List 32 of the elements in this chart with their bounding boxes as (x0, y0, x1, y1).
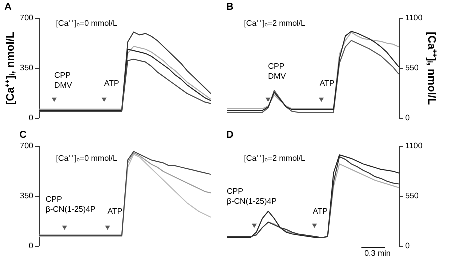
annotation: [Ca⁺⁺]ₒ=2 mmol/L (244, 154, 306, 163)
annotation: CPP β-CN(1-25)4P (46, 195, 96, 214)
annotation: ATP (320, 79, 335, 88)
chart-title: C (20, 130, 27, 141)
y-tick-label: 550 (406, 192, 420, 200)
text: 0.3 min (364, 249, 391, 258)
annotation: CPP β-CN(1-25)4P (227, 187, 277, 206)
annotation: ATP (313, 207, 328, 216)
chart-title: A (4, 2, 12, 13)
y-tick-label: 0 (406, 114, 410, 122)
y-axis-title: [Ca⁺⁺]ᵢ, nmol/L (5, 32, 18, 106)
y-tick-label: 700 (20, 142, 34, 150)
y-tick-label: 0 (29, 242, 34, 250)
annotation: CPP DMV (54, 71, 73, 90)
annotation: ATP (104, 79, 120, 88)
annotation: CPP DMV (268, 62, 287, 81)
y-tick-label: 700 (20, 14, 34, 22)
chart-title: B (226, 2, 234, 13)
y-tick-label: 350 (20, 192, 34, 200)
y-tick-label: 0 (406, 242, 410, 250)
y-tick-label: 1100 (406, 14, 424, 22)
annotation: [Ca⁺⁺]ₒ=0 mmol/L (56, 154, 118, 163)
y-tick-label: 0 (29, 114, 34, 122)
line-series (38, 58, 212, 112)
y-tick-label: 350 (20, 64, 34, 72)
chart-title: D (226, 130, 234, 141)
annotation: ATP (108, 207, 123, 216)
annotation: [Ca⁺⁺]ₒ=0 mmol/L (56, 19, 118, 28)
y-tick-label: 1100 (406, 142, 424, 150)
annotation: [Ca⁺⁺]ₒ=2 mmol/L (244, 19, 306, 28)
y-axis-title: [Ca⁺⁺]ᵢ, nmol/L (426, 32, 438, 106)
y-tick-label: 550 (406, 64, 420, 72)
